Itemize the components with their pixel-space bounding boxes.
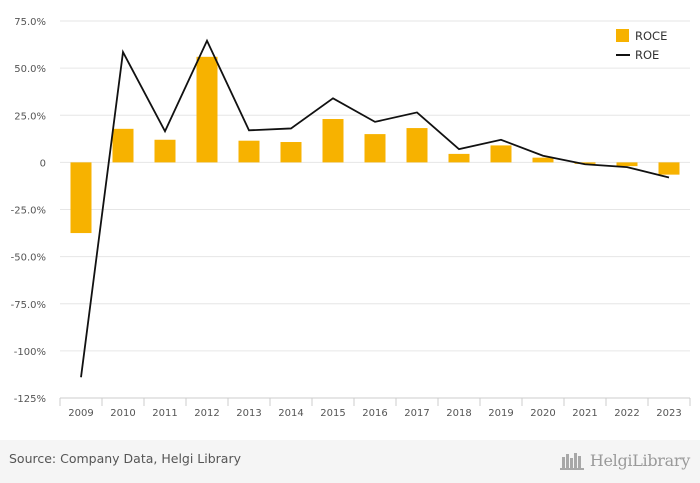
legend: ROCE ROE — [616, 29, 667, 62]
axes: 75.0% 50.0% 25.0% 0 -25.0% -50.0% -75.0% -100% -… — [11, 17, 691, 419]
roce-bar — [322, 119, 344, 163]
y-tick-label: -100% — [14, 347, 46, 358]
roce-bar — [238, 140, 260, 163]
roce-bar — [448, 153, 470, 163]
x-tick-label: 2012 — [194, 408, 219, 419]
x-tick-label: 2022 — [614, 408, 639, 419]
legend-label-roe: ROE — [635, 48, 659, 62]
y-tick-label: 25.0% — [14, 111, 46, 122]
x-tick-label: 2010 — [110, 408, 135, 419]
roce-bar — [280, 142, 302, 163]
roce-bar — [70, 162, 92, 234]
footer: Source: Company Data, Helgi Library Helg… — [0, 440, 700, 483]
x-tick-label: 2014 — [278, 408, 303, 419]
legend-label-roce: ROCE — [635, 29, 667, 43]
library-icon — [559, 453, 584, 470]
roce-bar — [616, 162, 638, 167]
x-tick-label: 2013 — [236, 408, 261, 419]
roce-bar — [364, 134, 386, 163]
y-tick-label: -50.0% — [11, 253, 46, 264]
x-tick-label: 2009 — [68, 408, 93, 419]
y-tick-label: -25.0% — [11, 206, 46, 217]
roce-bars — [70, 56, 680, 234]
roce-bar — [574, 162, 596, 164]
legend-swatch-roce — [616, 29, 629, 42]
roce-bar — [406, 128, 428, 163]
y-tick-label: 50.0% — [14, 64, 46, 75]
y-tick-label: 0 — [40, 158, 46, 169]
x-tick-label: 2019 — [488, 408, 513, 419]
source-text: Source: Company Data, Helgi Library — [9, 451, 242, 466]
x-tick-label: 2011 — [152, 408, 177, 419]
x-tick-label: 2023 — [656, 408, 681, 419]
y-tick-label: 75.0% — [14, 17, 46, 28]
gridlines — [60, 20, 690, 399]
roce-roe-chart: 75.0% 50.0% 25.0% 0 -25.0% -50.0% -75.0% -100% -… — [11, 17, 691, 419]
x-tick-label: 2017 — [404, 408, 429, 419]
roce-bar — [154, 139, 176, 163]
x-tick-label: 2016 — [362, 408, 387, 419]
x-tick-label: 2021 — [572, 408, 597, 419]
roce-bar — [112, 128, 134, 163]
y-tick-label: -75.0% — [11, 300, 46, 311]
brand-logo: HelgiLibrary — [559, 447, 690, 473]
roce-bar — [532, 157, 554, 163]
x-tick-label: 2020 — [530, 408, 555, 419]
x-tick-label: 2015 — [320, 408, 345, 419]
x-tick-label: 2018 — [446, 408, 471, 419]
roe-line — [80, 38, 670, 378]
roce-bar — [490, 145, 512, 163]
roce-bar — [196, 56, 218, 163]
roce-bar — [658, 162, 680, 175]
y-tick-label: -125% — [14, 394, 46, 405]
roe-line-layer — [80, 38, 670, 378]
brand-name: HelgiLibrary — [589, 450, 690, 470]
